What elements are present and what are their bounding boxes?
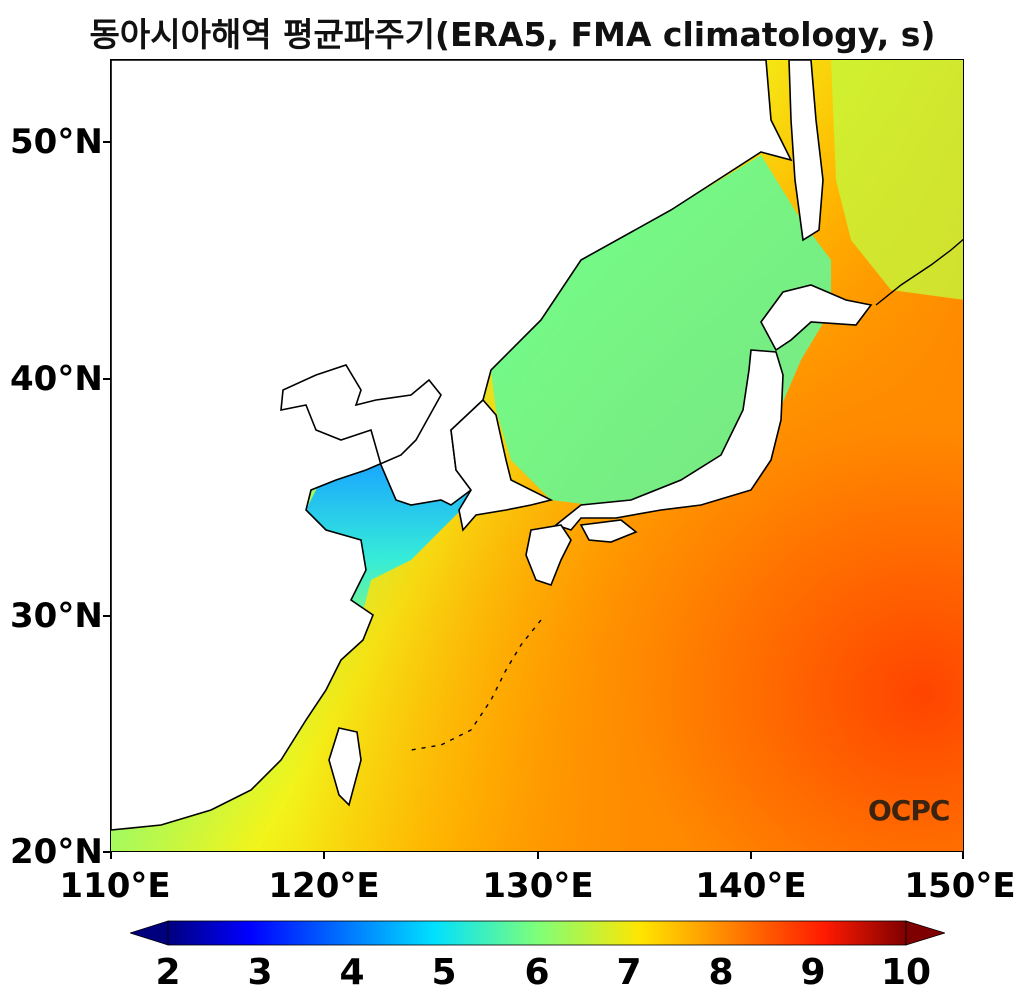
colorbar-tick-9: 9 — [800, 952, 826, 993]
logo-text: OCPC — [868, 794, 950, 827]
lat-tick — [103, 851, 110, 853]
asia-continent — [111, 60, 793, 831]
colorbar — [130, 920, 945, 946]
colorbar-min-extend — [130, 920, 169, 946]
honshu-island — [554, 349, 784, 531]
map-title: 동아시아해역 평균파주기(ERA5, FMA climatology, s) — [89, 15, 936, 54]
colorbar-tick-7: 7 — [616, 952, 642, 993]
lon-label-120: 120°E — [268, 866, 380, 906]
lat-tick — [103, 141, 110, 143]
lat-label-40: 40°N — [10, 359, 103, 399]
lon-tick — [323, 852, 325, 859]
lon-label-130: 130°E — [482, 866, 594, 906]
lat-tick — [103, 378, 110, 380]
colorbar-tick-6: 6 — [524, 952, 550, 993]
sakhalin-island — [788, 60, 824, 242]
lon-tick — [962, 852, 964, 859]
kuril-islands — [875, 238, 963, 306]
ryukyu-islands — [410, 619, 542, 751]
colorbar-tick-5: 5 — [431, 952, 457, 993]
lon-tick — [537, 852, 539, 859]
okhotsk-sea-field — [831, 60, 963, 300]
colorbar-gradient — [167, 920, 907, 946]
lon-tick — [750, 852, 752, 859]
colorbar-tick-4: 4 — [339, 952, 365, 993]
korean-peninsula — [450, 398, 554, 532]
ocpc-logo: OCPC — [868, 794, 950, 827]
wave-period-map — [111, 60, 963, 851]
colorbar-tick-10: 10 — [880, 952, 932, 993]
shikoku-island — [579, 519, 638, 543]
lat-tick — [103, 615, 110, 617]
kyushu-island — [525, 524, 572, 586]
colorbar-tick-3: 3 — [247, 952, 273, 993]
map-panel[interactable] — [110, 59, 964, 852]
lat-label-50: 50°N — [10, 122, 103, 162]
colorbar-tick-8: 8 — [708, 952, 734, 993]
hokkaido-island — [760, 284, 873, 352]
taiwan-island — [328, 727, 362, 807]
lon-label-110: 110°E — [59, 866, 171, 906]
lon-label-150: 150°E — [904, 866, 1016, 906]
colorbar-max-extend — [905, 920, 945, 946]
lat-label-30: 30°N — [10, 596, 103, 636]
colorbar-tick-2: 2 — [155, 952, 181, 993]
lat-label-20: 20°N — [10, 832, 103, 872]
lon-label-140: 140°E — [695, 866, 807, 906]
lon-tick — [110, 852, 112, 859]
